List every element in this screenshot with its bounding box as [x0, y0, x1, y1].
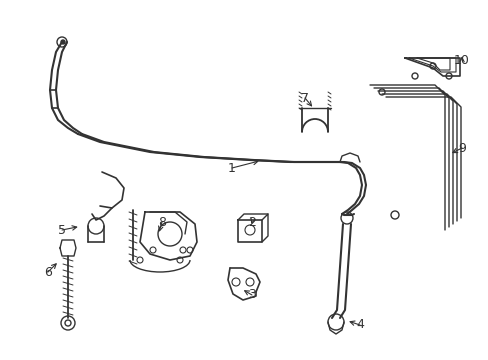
Text: 1: 1 — [227, 162, 235, 175]
Circle shape — [186, 247, 193, 253]
Circle shape — [245, 278, 253, 286]
Text: 4: 4 — [355, 319, 363, 332]
Circle shape — [445, 73, 451, 79]
Text: 9: 9 — [457, 141, 465, 154]
Text: 5: 5 — [58, 224, 66, 237]
Circle shape — [390, 211, 398, 219]
Circle shape — [61, 316, 75, 330]
Circle shape — [378, 89, 384, 95]
Text: 6: 6 — [44, 266, 52, 279]
Text: 10: 10 — [453, 54, 469, 67]
Circle shape — [137, 257, 142, 263]
Circle shape — [180, 247, 185, 253]
Circle shape — [231, 278, 240, 286]
Circle shape — [57, 37, 67, 47]
Circle shape — [65, 320, 71, 326]
Circle shape — [244, 225, 254, 235]
Circle shape — [327, 314, 343, 330]
Circle shape — [61, 40, 65, 44]
Text: 7: 7 — [301, 91, 308, 104]
Circle shape — [150, 247, 156, 253]
Circle shape — [429, 63, 435, 69]
Circle shape — [158, 222, 182, 246]
Circle shape — [88, 218, 104, 234]
Text: 2: 2 — [247, 216, 255, 229]
Text: 8: 8 — [158, 216, 165, 229]
Circle shape — [340, 212, 352, 224]
Text: 3: 3 — [247, 288, 255, 302]
Circle shape — [177, 257, 183, 263]
Circle shape — [411, 73, 417, 79]
